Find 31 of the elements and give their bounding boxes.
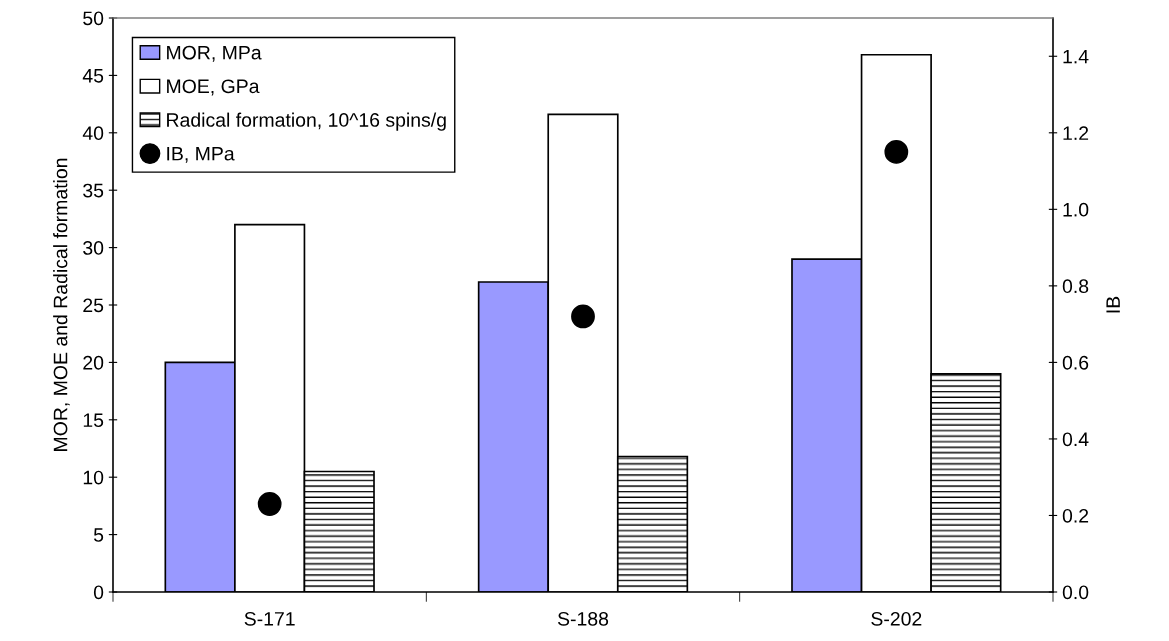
legend-label: IB, MPa bbox=[167, 146, 235, 163]
y-tick-label: 30 bbox=[83, 241, 104, 255]
y-tick-label: 45 bbox=[82, 69, 104, 83]
y2-tick-label: 0.8 bbox=[1062, 279, 1089, 294]
y2-tick-label: 0.0 bbox=[1062, 585, 1089, 600]
x-tick-label: S-171 bbox=[244, 611, 295, 626]
y-axis-title: MOR, MOE and Radical formation bbox=[53, 158, 70, 451]
x-tick-label: S-188 bbox=[557, 611, 609, 626]
legend-label: MOR, MPa bbox=[167, 45, 262, 62]
y-tick-label: 40 bbox=[82, 126, 104, 141]
y-tick-label: 50 bbox=[83, 11, 104, 26]
point bbox=[884, 140, 909, 164]
y2-tick-label: 1.2 bbox=[1063, 126, 1089, 140]
legend-label: Radical formation, 10^16 spins/g bbox=[167, 112, 446, 131]
y-tick-label: 35 bbox=[83, 183, 104, 198]
point bbox=[257, 492, 282, 516]
y-tick-label: 0 bbox=[93, 585, 104, 600]
y-tick-label: 5 bbox=[93, 528, 104, 542]
y-tick-label: 15 bbox=[83, 413, 104, 428]
y2-tick-label: 1.0 bbox=[1063, 202, 1089, 217]
y2-tick-label: 0.6 bbox=[1062, 355, 1089, 370]
y-tick-label: 20 bbox=[83, 355, 104, 370]
y2-tick-label: 1.4 bbox=[1063, 49, 1089, 64]
x-tick-label: S-202 bbox=[871, 611, 922, 626]
legend-label: MOE, GPa bbox=[167, 79, 260, 96]
point bbox=[571, 304, 595, 329]
y2-axis-title: IB bbox=[1106, 296, 1120, 313]
y2-tick-label: 0.4 bbox=[1062, 432, 1089, 447]
y2-tick-label: 0.2 bbox=[1062, 508, 1089, 523]
y-tick-label: 25 bbox=[83, 298, 104, 313]
y-tick-label: 10 bbox=[83, 470, 104, 485]
